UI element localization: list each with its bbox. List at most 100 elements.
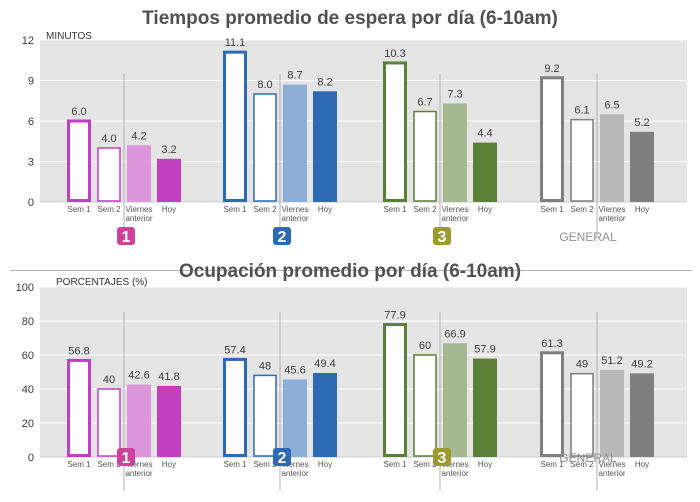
bar (223, 50, 247, 203)
x-tick-label: Sem 1 (223, 460, 247, 469)
chart-title-occupancy: Ocupación promedio por día (6-10am) (178, 261, 522, 282)
group-badge-label: 1 (122, 450, 131, 467)
x-tick-label: Hoy (162, 205, 176, 214)
x-tick-label: Sem 2 (413, 205, 437, 214)
data-label: 60 (419, 340, 431, 352)
bar (443, 103, 467, 202)
bar (473, 358, 497, 457)
y-axis-label: PORCENTAJES (%) (56, 277, 148, 288)
data-label: 4.2 (131, 130, 146, 142)
x-tick-label: Sem 1 (383, 460, 407, 469)
bar (127, 145, 151, 202)
y-tick-label: 40 (22, 384, 34, 396)
x-tick-label: Hoy (635, 460, 649, 469)
y-tick-label: 0 (28, 197, 34, 209)
group-badge (433, 227, 451, 245)
x-tick-label: Hoy (318, 205, 332, 214)
data-label: 3.2 (161, 144, 176, 156)
x-tick-label: Sem 2 (97, 205, 121, 214)
bar (223, 357, 247, 458)
x-tick-label: Hoy (318, 460, 332, 469)
x-tick-label: Sem 2 (253, 205, 277, 214)
y-tick-label: 3 (28, 157, 34, 169)
bar (253, 93, 277, 202)
y-tick-label: 20 (22, 418, 34, 430)
x-tick-label: Hoy (635, 205, 649, 214)
x-tick-label: Sem 1 (540, 205, 564, 214)
data-label: 9.2 (544, 63, 559, 75)
data-label: 56.8 (68, 345, 89, 357)
x-tick-label: Viernes (442, 460, 469, 469)
bar (443, 343, 467, 457)
x-tick-label: Sem 2 (413, 460, 437, 469)
y-tick-label: 9 (28, 76, 34, 88)
x-tick-label: Hoy (478, 460, 492, 469)
bar (630, 131, 654, 202)
data-label: 42.6 (128, 370, 149, 382)
bar (473, 142, 497, 202)
bar (157, 158, 181, 202)
data-label: 8.7 (287, 70, 302, 82)
data-label: 8.0 (257, 79, 272, 91)
bar (283, 379, 307, 457)
bar (127, 384, 151, 457)
bar (570, 118, 594, 202)
bar (600, 369, 624, 457)
x-tick-label: Sem 2 (253, 460, 277, 469)
x-tick-label: Sem 2 (570, 460, 594, 469)
bar (253, 374, 277, 457)
data-label: 4.4 (477, 128, 492, 140)
x-tick-label: Sem 2 (97, 460, 121, 469)
bar (413, 354, 437, 457)
divider (10, 270, 692, 271)
data-label: 48 (259, 360, 271, 372)
group-badge-label: 2 (278, 229, 287, 246)
y-tick-label: 6 (28, 116, 34, 128)
y-tick-label: 60 (22, 350, 34, 362)
x-tick-label: anterior (598, 214, 625, 223)
x-tick-label: Viernes (126, 205, 153, 214)
bar (600, 114, 624, 202)
x-tick-label: anterior (125, 214, 152, 223)
data-label: 8.2 (317, 76, 332, 88)
data-label: 11.1 (225, 37, 246, 49)
x-tick-label: anterior (125, 469, 152, 478)
data-label: 5.2 (634, 117, 649, 129)
x-tick-label: Viernes (599, 460, 626, 469)
bar (97, 388, 121, 457)
group-badge-label: 1 (122, 229, 131, 246)
x-tick-label: Hoy (478, 205, 492, 214)
y-tick-label: 80 (22, 316, 34, 328)
group-badge (117, 448, 135, 466)
x-tick-label: Hoy (162, 460, 176, 469)
group-badge (433, 448, 451, 466)
data-label: 49.4 (314, 358, 335, 370)
x-tick-label: Sem 1 (67, 205, 91, 214)
group-badge (273, 227, 291, 245)
x-tick-label: Viernes (126, 460, 153, 469)
bar (313, 373, 337, 457)
data-label: 57.9 (474, 344, 495, 356)
group-badge-label: 2 (278, 450, 287, 467)
y-tick-label: 100 (16, 282, 34, 294)
x-tick-label: Viernes (599, 205, 626, 214)
data-label: 49.2 (631, 358, 652, 370)
bar (413, 110, 437, 202)
bar (383, 323, 407, 457)
x-tick-label: anterior (281, 469, 308, 478)
data-label: 6.1 (574, 105, 589, 117)
group-badge-label: 3 (438, 450, 447, 467)
data-label: 51.2 (601, 355, 622, 367)
bar (67, 119, 91, 202)
data-label: 10.3 (384, 48, 405, 60)
data-label: 7.3 (447, 88, 462, 100)
x-tick-label: Sem 1 (223, 205, 247, 214)
x-tick-label: Viernes (282, 460, 309, 469)
y-axis-label: MINUTOS (46, 31, 92, 42)
bar (97, 147, 121, 202)
data-label: 4.0 (101, 133, 116, 145)
y-tick-label: 12 (22, 35, 34, 47)
group-badge (273, 448, 291, 466)
